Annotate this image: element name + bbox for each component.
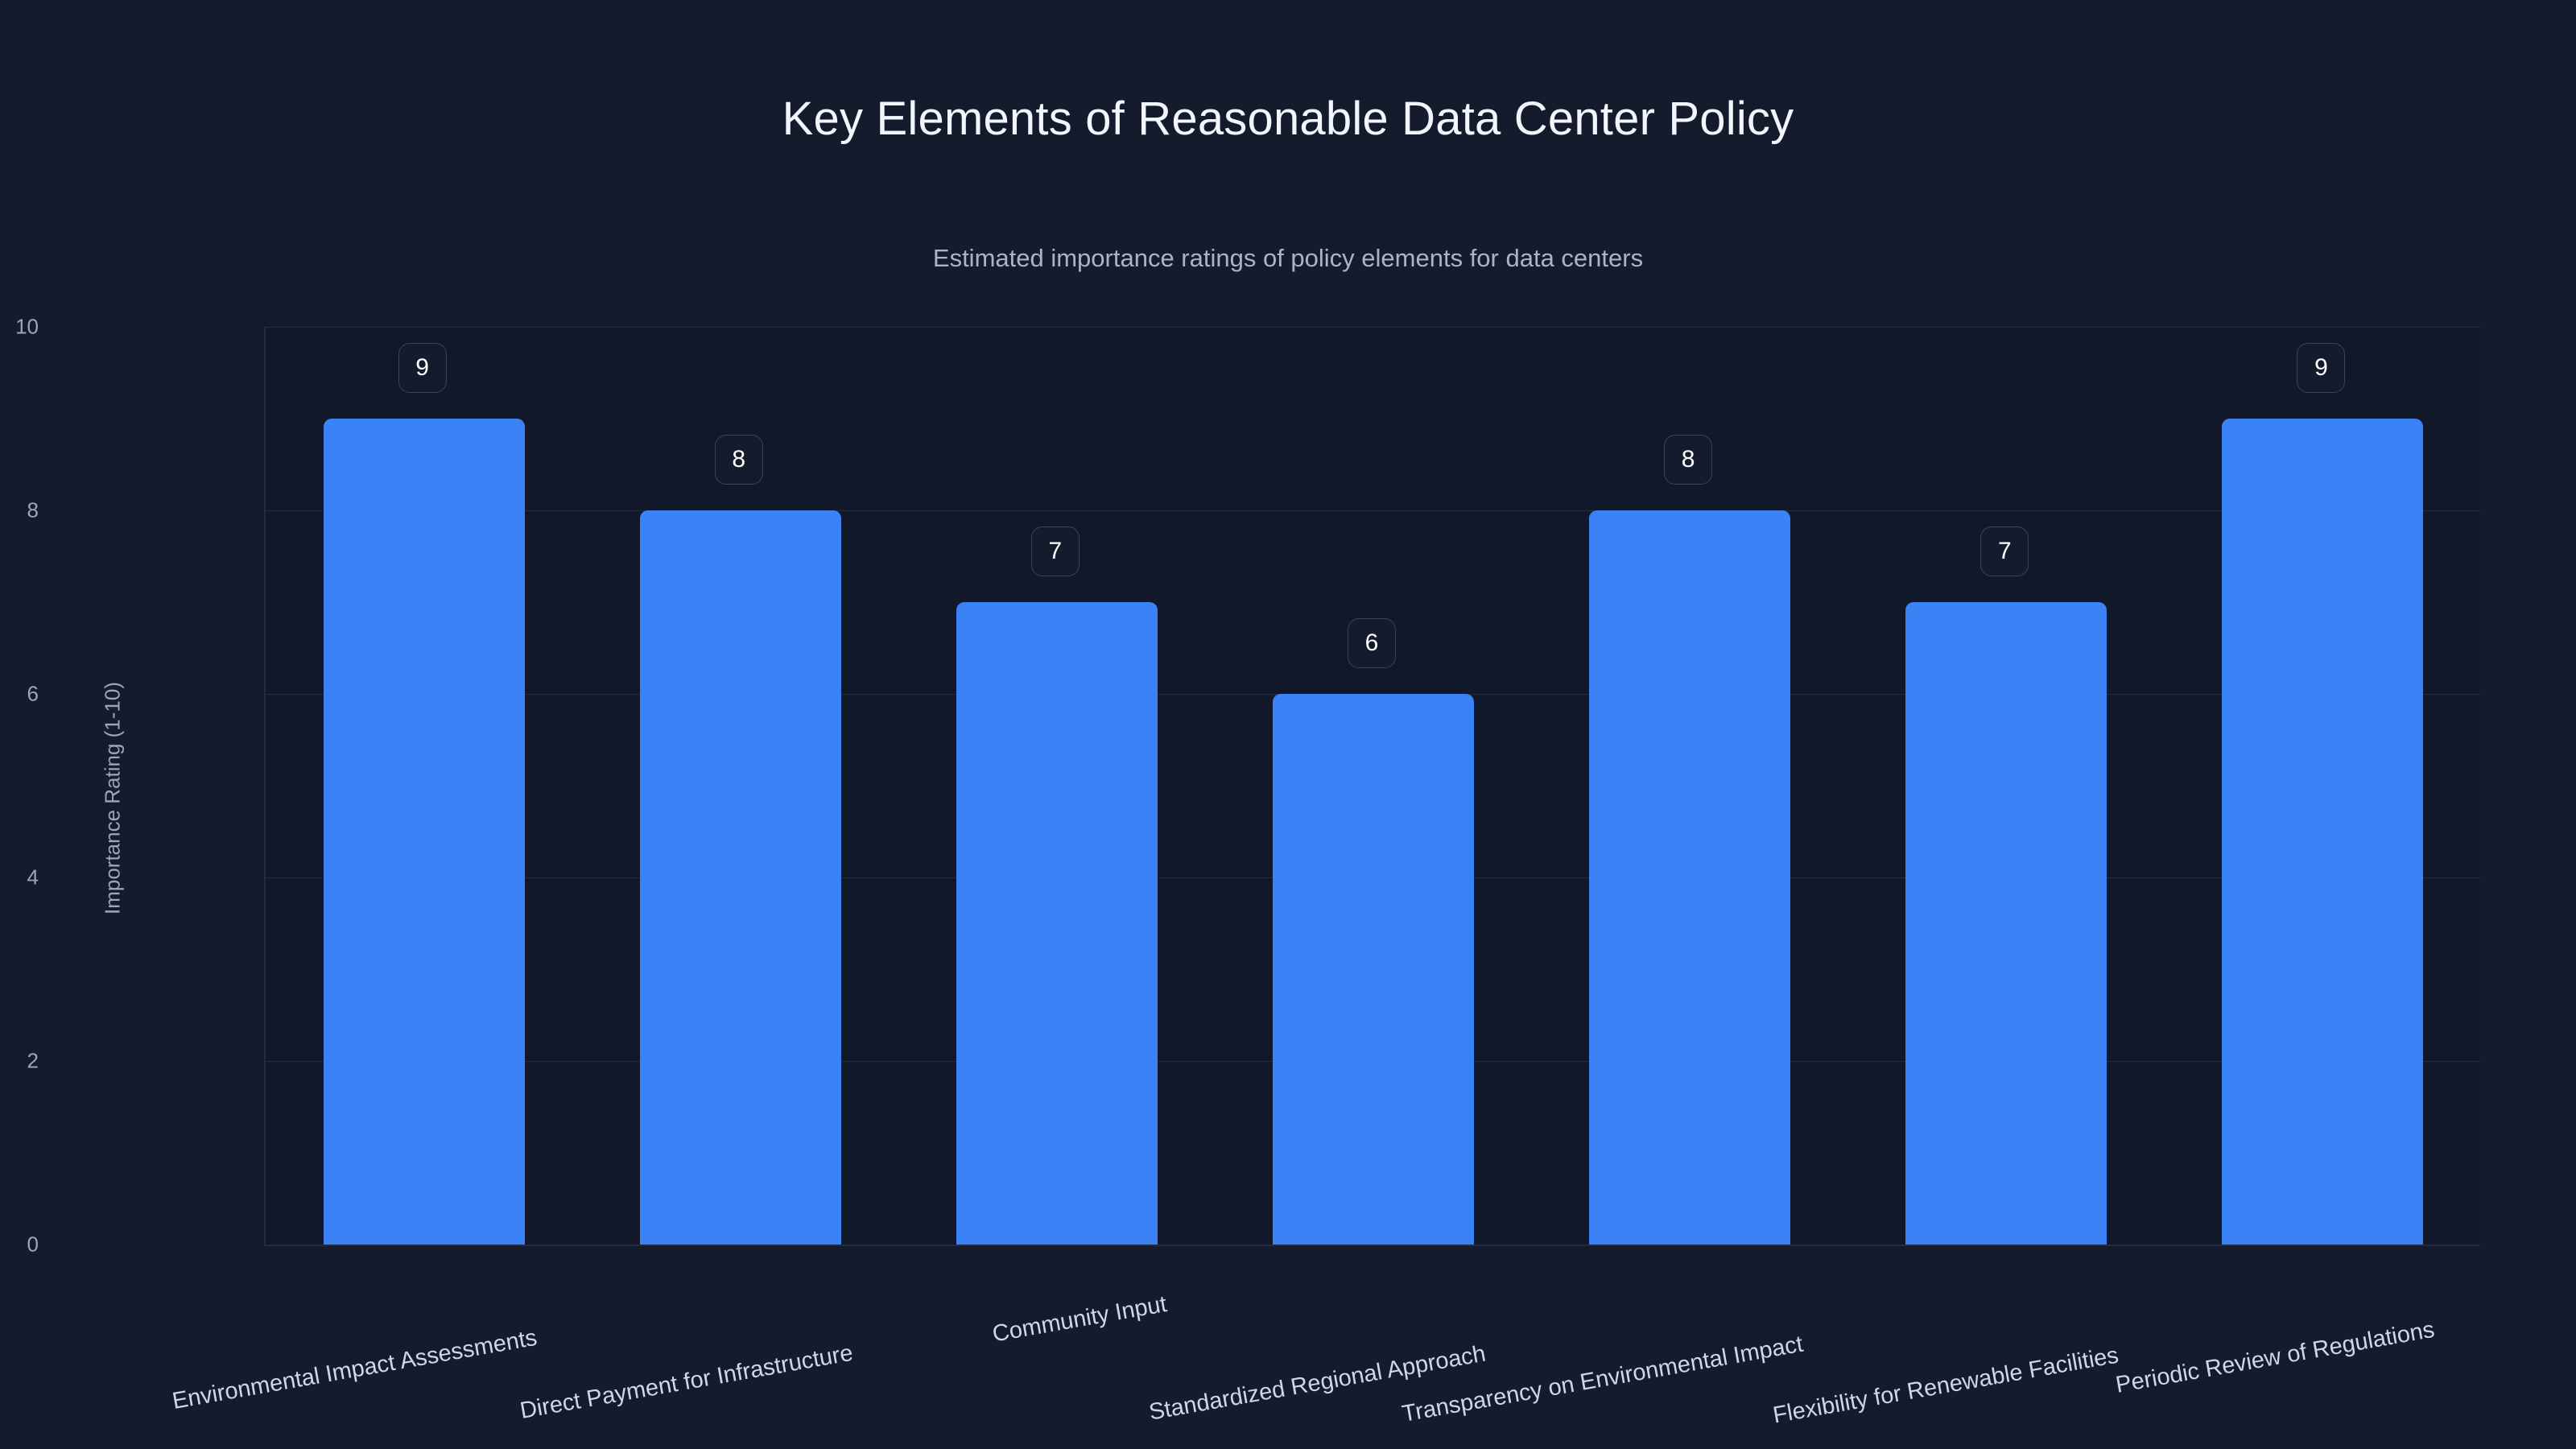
- y-tick-label: 4: [27, 865, 39, 890]
- gridline: [266, 327, 2481, 328]
- bar-value-badge: 8: [714, 435, 763, 485]
- x-tick-label: Environmental Impact Assessments: [170, 1324, 539, 1415]
- bar-value-badge: 7: [1980, 526, 2029, 576]
- bar-value-badge: 8: [1664, 435, 1713, 485]
- plot-area: [264, 327, 2481, 1245]
- bar[interactable]: [956, 602, 1158, 1245]
- bar[interactable]: [1905, 602, 2107, 1245]
- bar[interactable]: [2222, 419, 2424, 1245]
- bar-value-badge: 9: [398, 343, 447, 393]
- gridline: [266, 510, 2481, 511]
- x-tick-label: Direct Payment for Infrastructure: [518, 1340, 855, 1425]
- bar-value-badge: 7: [1030, 526, 1080, 576]
- bar-value-badge: 6: [1348, 618, 1396, 668]
- bar[interactable]: [1273, 694, 1474, 1245]
- x-axis-line: [264, 1245, 2479, 1246]
- x-tick-label: Community Input: [990, 1291, 1169, 1348]
- bar[interactable]: [1589, 510, 1791, 1245]
- bar-value-badge: 9: [2297, 343, 2346, 393]
- x-tick-label: Periodic Review of Regulations: [2114, 1316, 2438, 1398]
- bar[interactable]: [323, 419, 525, 1245]
- bar[interactable]: [639, 510, 841, 1245]
- y-tick-label: 6: [27, 681, 39, 706]
- y-axis-title: Importance Rating (1-10): [100, 681, 125, 915]
- y-tick-label: 0: [27, 1232, 39, 1257]
- chart-subtitle: Estimated importance ratings of policy e…: [932, 244, 1644, 272]
- y-tick-label: 10: [15, 314, 39, 339]
- y-tick-label: 8: [27, 497, 39, 522]
- y-tick-label: 2: [27, 1048, 39, 1073]
- x-tick-label: Flexibility for Renewable Facilities: [1771, 1342, 2121, 1429]
- chart-title: Key Elements of Reasonable Data Center P…: [782, 93, 1794, 145]
